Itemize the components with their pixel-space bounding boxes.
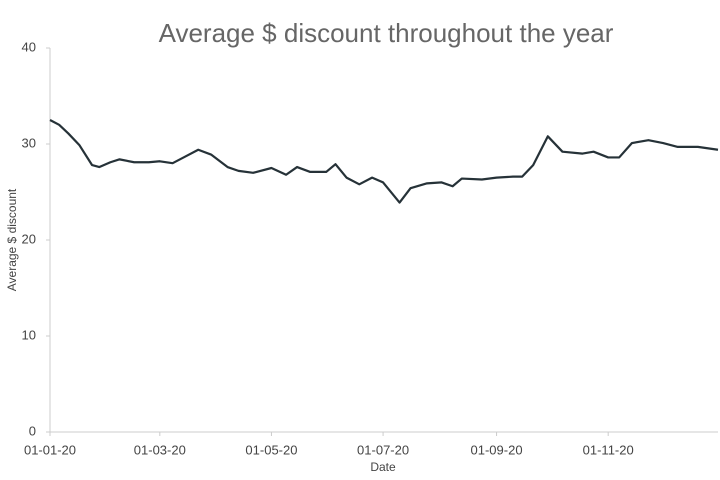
x-tick-label: 01-01-20 (24, 442, 76, 457)
x-axis-label: Date (370, 460, 396, 474)
y-tick-label: 0 (29, 423, 36, 438)
x-tick-label: 01-07-20 (357, 442, 409, 457)
y-tick-label: 40 (22, 39, 36, 54)
x-tick-label: 01-03-20 (134, 442, 186, 457)
line (49, 119, 719, 204)
chart-title: Average $ discount throughout the year (159, 18, 614, 48)
x-tick-label: 01-09-20 (471, 442, 523, 457)
y-tick-label: 30 (22, 135, 36, 150)
y-axis-label: Average $ discount (5, 188, 19, 291)
y-tick-label: 20 (22, 231, 36, 246)
x-tick-label: 01-05-20 (245, 442, 297, 457)
y-tick-label: 10 (22, 327, 36, 342)
x-tick-label: 01-11-20 (583, 442, 634, 457)
